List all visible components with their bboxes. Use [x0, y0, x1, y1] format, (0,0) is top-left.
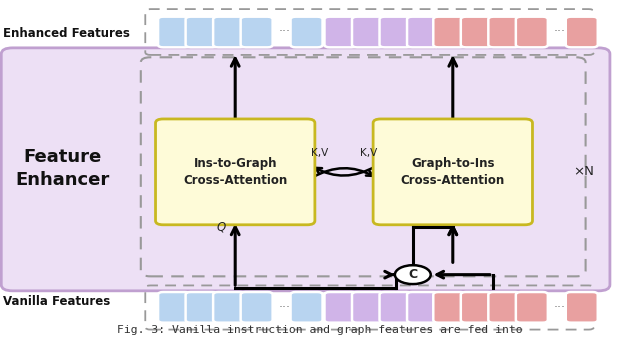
Text: K,V: K,V — [360, 148, 377, 158]
FancyBboxPatch shape — [324, 292, 356, 323]
FancyBboxPatch shape — [566, 17, 598, 47]
FancyBboxPatch shape — [241, 17, 273, 47]
FancyBboxPatch shape — [407, 292, 439, 323]
FancyBboxPatch shape — [352, 292, 384, 323]
FancyBboxPatch shape — [516, 17, 548, 47]
FancyBboxPatch shape — [516, 292, 548, 323]
FancyBboxPatch shape — [461, 292, 493, 323]
FancyBboxPatch shape — [380, 292, 412, 323]
Text: Vanilla Features: Vanilla Features — [3, 295, 111, 308]
Text: ×N: ×N — [573, 165, 594, 178]
FancyBboxPatch shape — [186, 17, 218, 47]
Text: Graph-to-Ins
Cross-Attention: Graph-to-Ins Cross-Attention — [401, 157, 505, 187]
FancyBboxPatch shape — [352, 17, 384, 47]
FancyBboxPatch shape — [186, 292, 218, 323]
FancyBboxPatch shape — [433, 17, 465, 47]
Text: Enhanced Features: Enhanced Features — [3, 27, 130, 40]
Text: Ins-to-Graph
Cross-Attention: Ins-to-Graph Cross-Attention — [183, 157, 287, 187]
FancyBboxPatch shape — [156, 119, 315, 225]
FancyBboxPatch shape — [291, 17, 323, 47]
Text: ···: ··· — [554, 26, 566, 38]
FancyBboxPatch shape — [241, 292, 273, 323]
FancyBboxPatch shape — [407, 17, 439, 47]
FancyBboxPatch shape — [373, 119, 532, 225]
FancyBboxPatch shape — [433, 292, 465, 323]
FancyBboxPatch shape — [213, 17, 245, 47]
FancyBboxPatch shape — [158, 292, 190, 323]
FancyBboxPatch shape — [488, 292, 520, 323]
Text: ···: ··· — [279, 301, 291, 314]
FancyBboxPatch shape — [566, 292, 598, 323]
Text: ···: ··· — [554, 301, 566, 314]
FancyBboxPatch shape — [380, 17, 412, 47]
FancyBboxPatch shape — [158, 17, 190, 47]
Text: Fig. 3: Vanilla instruction and graph features are fed into: Fig. 3: Vanilla instruction and graph fe… — [117, 325, 523, 335]
Circle shape — [395, 265, 431, 284]
FancyBboxPatch shape — [1, 48, 610, 291]
FancyBboxPatch shape — [461, 17, 493, 47]
FancyBboxPatch shape — [324, 17, 356, 47]
Text: Feature
Enhancer: Feature Enhancer — [15, 148, 110, 189]
FancyBboxPatch shape — [488, 17, 520, 47]
Text: C: C — [408, 268, 417, 281]
FancyBboxPatch shape — [291, 292, 323, 323]
Text: ···: ··· — [279, 26, 291, 38]
Text: Q: Q — [216, 221, 226, 234]
FancyBboxPatch shape — [213, 292, 245, 323]
Text: K,V: K,V — [311, 148, 328, 158]
